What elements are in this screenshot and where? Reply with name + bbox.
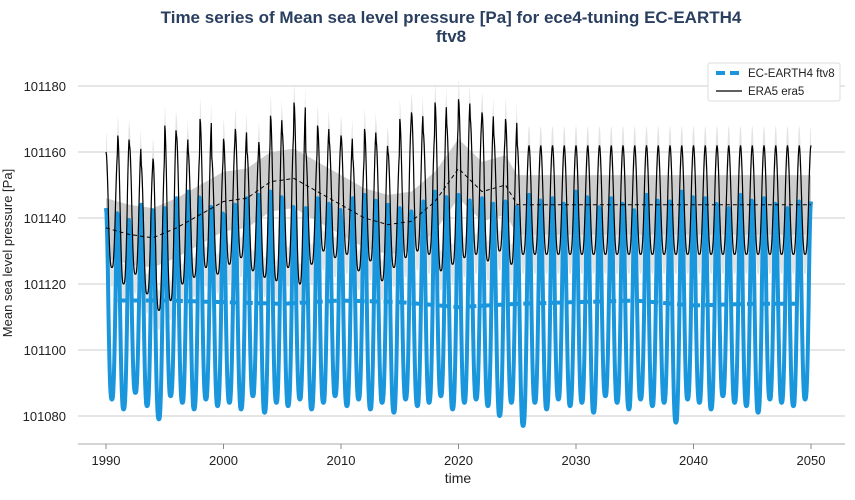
legend-label-era5: ERA5 era5 [748, 86, 804, 98]
y-tick-label: 101080 [23, 409, 66, 424]
x-tick-label: 2020 [444, 453, 473, 468]
x-tick-label: 2030 [562, 453, 591, 468]
chart-title: Time series of Mean sea level pressure [… [161, 8, 742, 27]
legend-label-ec-earth4: EC-EARTH4 ftv8 [748, 68, 835, 80]
x-tick-label: 2010 [327, 453, 356, 468]
y-tick-label: 101160 [24, 145, 66, 160]
era5-mean-band [106, 138, 811, 268]
era5-series-line [105, 99, 812, 312]
y-tick-label: 101100 [24, 343, 66, 358]
y-tick-label: 101140 [24, 211, 66, 226]
ec-earth4-series-line [104, 189, 813, 428]
y-tick-label: 101180 [24, 79, 66, 94]
x-axis-label: time [445, 470, 472, 486]
x-tick-label: 2000 [209, 453, 238, 468]
legend[interactable]: EC-EARTH4 ftv8 ERA5 era5 [707, 62, 841, 102]
ec-earth4-running-mean [117, 298, 800, 310]
y-axis-label: Mean sea level pressure [Pa] [0, 169, 15, 337]
chart-title-line2: ftv8 [436, 27, 466, 46]
y-tick-label: 101120 [24, 277, 66, 292]
x-tick-label: 2050 [797, 453, 826, 468]
era5-running-mean [105, 167, 811, 239]
x-tick-label: 1990 [92, 453, 121, 468]
era5-spread-band [106, 79, 811, 331]
x-tick-label: 2040 [679, 453, 708, 468]
